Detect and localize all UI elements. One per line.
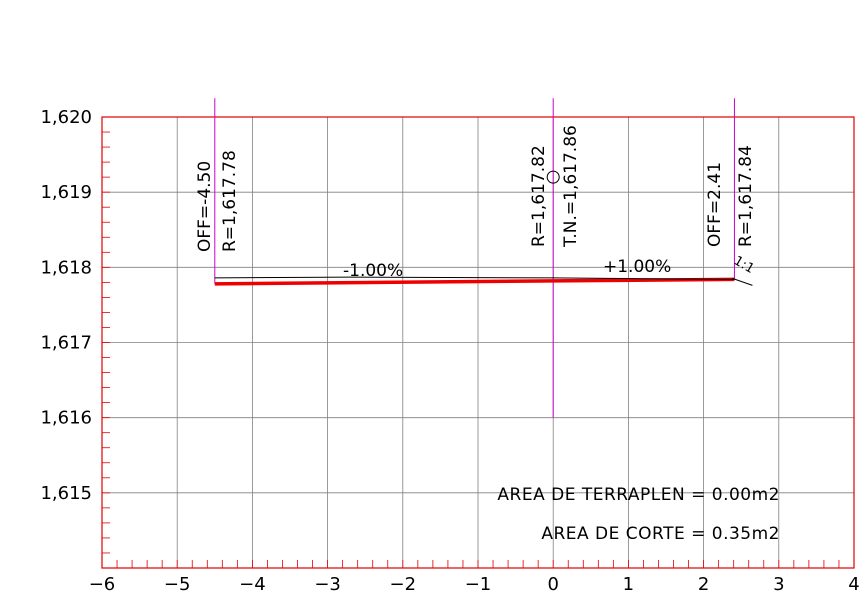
- x-tick-label: 3: [773, 574, 784, 595]
- left-offset-label: OFF=-4.50: [195, 161, 215, 252]
- slope-right-label: +1.00%: [603, 257, 671, 277]
- x-tick-label: 4: [848, 574, 859, 595]
- y-tick-label: 1,616: [40, 408, 92, 429]
- offset-lines: [214, 98, 735, 418]
- x-tick-label: −5: [164, 574, 191, 595]
- side-slope-line: [732, 277, 753, 286]
- y-tick-label: 1,620: [40, 107, 92, 128]
- x-tick-label: −6: [89, 574, 116, 595]
- terrain-line: [214, 276, 735, 280]
- y-tick-labels: 1,615 1,616 1,617 1,618 1,619 1,620: [40, 107, 92, 504]
- slope-left-label: -1.00%: [343, 261, 403, 281]
- design-line: [214, 277, 735, 286]
- x-tick-label: 1: [623, 574, 634, 595]
- y-tick-label: 1,615: [40, 483, 92, 504]
- fill-area-label: AREA DE TERRAPLEN = 0.00m2: [497, 485, 780, 505]
- cut-area-label: AREA DE CORTE = 0.35m2: [541, 524, 780, 544]
- y-tick-label: 1,618: [40, 257, 92, 278]
- x-tick-label: −4: [239, 574, 266, 595]
- plot-frame: [101, 116, 855, 569]
- center-elevation-label: R=1,617.82: [529, 145, 549, 247]
- x-tick-labels: −6 −5 −4 −3 −2 −1 0 1 2 3 4: [89, 574, 860, 595]
- x-tick-label: −1: [465, 574, 492, 595]
- y-tick-label: 1,617: [40, 333, 92, 354]
- x-tick-label: −3: [314, 574, 341, 595]
- right-elevation-label: R=1,617.84: [736, 145, 756, 247]
- series-lines: [214, 276, 753, 286]
- y-tick-label: 1,619: [40, 182, 92, 203]
- center-terrain-label: T.N.=1,617.86: [561, 125, 581, 248]
- left-elevation-label: R=1,617.78: [220, 150, 240, 252]
- x-tick-label: −2: [390, 574, 417, 595]
- minor-ticks: [101, 116, 855, 569]
- x-tick-label: 0: [547, 574, 558, 595]
- x-tick-label: 2: [698, 574, 709, 595]
- right-offset-label: OFF=2.41: [705, 162, 725, 247]
- centerline-marker: [546, 170, 560, 184]
